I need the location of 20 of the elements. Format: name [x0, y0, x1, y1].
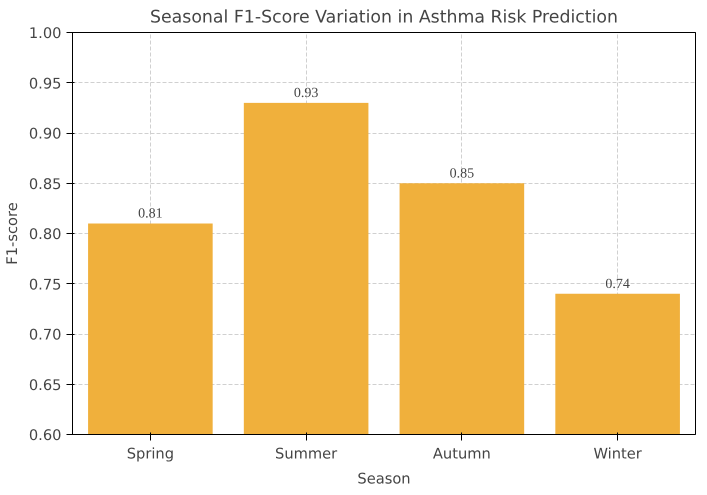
y-tick-label: 0.65 — [28, 376, 62, 394]
y-tick-label: 1.00 — [28, 25, 62, 42]
y-axis-title: F1-score — [4, 202, 21, 265]
chart-title: Seasonal F1-Score Variation in Asthma Risk Prediction — [150, 8, 618, 28]
y-tick-label: 0.60 — [28, 427, 62, 444]
x-tick-label: Autumn — [432, 446, 491, 462]
y-tick-label: 0.75 — [28, 276, 62, 294]
y-tick-label: 0.95 — [28, 75, 62, 92]
data-label: 0.93 — [294, 86, 318, 101]
x-tick-label: Summer — [275, 446, 338, 462]
y-tick-label: 0.70 — [28, 326, 62, 344]
data-label: 0.85 — [450, 166, 474, 182]
x-tick-label: Winter — [593, 446, 643, 462]
data-label: 0.74 — [605, 276, 630, 292]
x-tick-label: Spring — [126, 446, 174, 462]
data-label: 0.81 — [138, 206, 163, 222]
y-tick-label: 0.85 — [28, 176, 62, 193]
y-tick-label: 0.80 — [28, 226, 62, 243]
y-tick-label: 0.90 — [28, 126, 62, 142]
x-axis-title: Season — [357, 470, 411, 488]
